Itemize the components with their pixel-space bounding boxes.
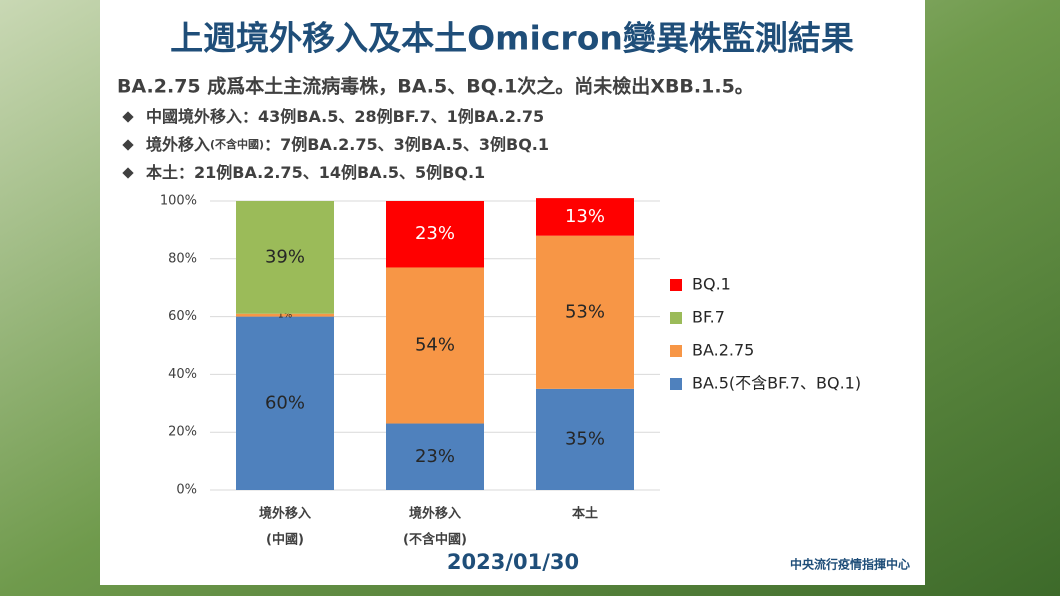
x-tick-label: (不含中國) <box>403 532 467 548</box>
y-tick-label: 80% <box>168 251 197 266</box>
value-label: 23% <box>415 446 455 467</box>
legend-label: BA.5(不含BF.7、BQ.1) <box>692 374 861 393</box>
bar-segment <box>386 423 484 490</box>
source: 中央流行疫情指揮中心 <box>790 557 910 572</box>
value-label: 13% <box>565 206 605 227</box>
legend-label: BA.2.75 <box>692 341 754 360</box>
legend-swatch <box>670 378 682 390</box>
value-label: 35% <box>565 428 605 449</box>
note-part: 境外移入 <box>146 135 210 154</box>
note: 本土：21例BA.2.75、14例BA.5、5例BQ.1 <box>146 163 485 182</box>
y-tick-label: 0% <box>176 483 197 498</box>
legend-swatch <box>670 345 682 357</box>
note-part: ：7例BA.2.75、3例BA.5、3例BQ.1 <box>264 135 549 154</box>
bar-segment <box>236 313 334 317</box>
subtitle: BA.2.75 成爲本土主流病毒株，BA.5、BQ.1次之。尚未檢出XBB.1.… <box>117 75 754 98</box>
bar-segment <box>386 201 484 268</box>
bar-segment <box>236 316 334 490</box>
legend-label: BF.7 <box>692 308 725 327</box>
y-tick-label: 100% <box>160 194 197 209</box>
bar-segment <box>236 201 334 314</box>
legend-swatch <box>670 279 682 291</box>
y-tick-label: 20% <box>168 425 197 440</box>
legend-swatch <box>670 312 682 324</box>
x-tick-label: 境外移入 <box>259 506 311 522</box>
x-tick-label: 境外移入 <box>409 506 461 522</box>
chart-title: 上週境外移入及本土Omicron變異株監測結果 <box>170 19 854 58</box>
y-tick-label: 40% <box>168 367 197 382</box>
note: 中國境外移入：43例BA.5、28例BF.7、1例BA.2.75 <box>146 107 544 126</box>
x-tick-label: (中國) <box>266 532 304 548</box>
x-tick-label: 本土 <box>572 506 598 522</box>
value-label: 1% <box>278 311 293 321</box>
legend-label: BQ.1 <box>692 275 731 294</box>
note-part: 中國境外移入：43例BA.5、28例BF.7、1例BA.2.75 <box>146 107 544 126</box>
value-label: 60% <box>265 392 305 413</box>
value-label: 23% <box>415 223 455 244</box>
bar-segment <box>536 388 634 490</box>
bar-segment <box>536 198 634 236</box>
note-part: (不含中國) <box>210 137 264 151</box>
note: 境外移入(不含中國)：7例BA.2.75、3例BA.5、3例BQ.1 <box>146 135 549 154</box>
value-label: 54% <box>415 335 455 356</box>
date: 2023/01/30 <box>447 550 579 574</box>
bar-segment <box>386 267 484 424</box>
y-tick-label: 60% <box>168 309 197 324</box>
bar-segment <box>536 235 634 389</box>
value-label: 39% <box>265 246 305 267</box>
value-label: 53% <box>565 301 605 322</box>
note-part: 本土：21例BA.2.75、14例BA.5、5例BQ.1 <box>146 163 485 182</box>
